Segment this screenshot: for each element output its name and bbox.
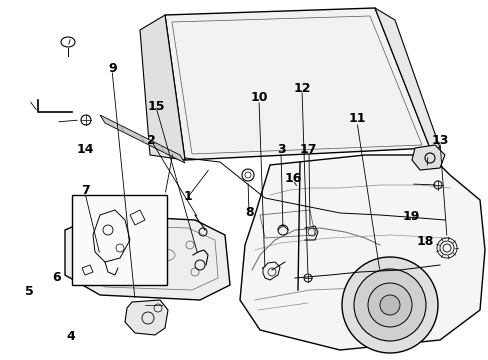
Text: 5: 5 bbox=[25, 285, 34, 298]
Bar bbox=[72, 195, 167, 285]
Polygon shape bbox=[125, 300, 168, 335]
Text: 7: 7 bbox=[81, 184, 90, 197]
Text: 4: 4 bbox=[66, 330, 75, 343]
Polygon shape bbox=[100, 115, 184, 163]
Circle shape bbox=[379, 295, 399, 315]
Circle shape bbox=[367, 283, 411, 327]
Text: 12: 12 bbox=[293, 82, 310, 95]
Text: 18: 18 bbox=[416, 235, 433, 248]
Text: 10: 10 bbox=[250, 91, 267, 104]
Text: 19: 19 bbox=[401, 210, 419, 222]
Text: 11: 11 bbox=[347, 112, 365, 125]
Text: 14: 14 bbox=[77, 143, 94, 156]
Polygon shape bbox=[374, 8, 439, 148]
Circle shape bbox=[353, 269, 425, 341]
Circle shape bbox=[341, 257, 437, 353]
Text: 17: 17 bbox=[299, 143, 316, 156]
Text: 13: 13 bbox=[430, 134, 448, 147]
Text: 15: 15 bbox=[147, 100, 165, 113]
Text: 6: 6 bbox=[52, 271, 61, 284]
Text: 3: 3 bbox=[276, 143, 285, 156]
Polygon shape bbox=[140, 15, 184, 160]
Text: 1: 1 bbox=[183, 190, 192, 203]
Polygon shape bbox=[411, 145, 444, 170]
Text: 8: 8 bbox=[244, 206, 253, 219]
Polygon shape bbox=[164, 8, 429, 160]
Text: 9: 9 bbox=[108, 62, 117, 75]
Polygon shape bbox=[240, 155, 484, 350]
Polygon shape bbox=[65, 215, 229, 300]
Text: 2: 2 bbox=[147, 134, 156, 147]
Text: 16: 16 bbox=[284, 172, 302, 185]
